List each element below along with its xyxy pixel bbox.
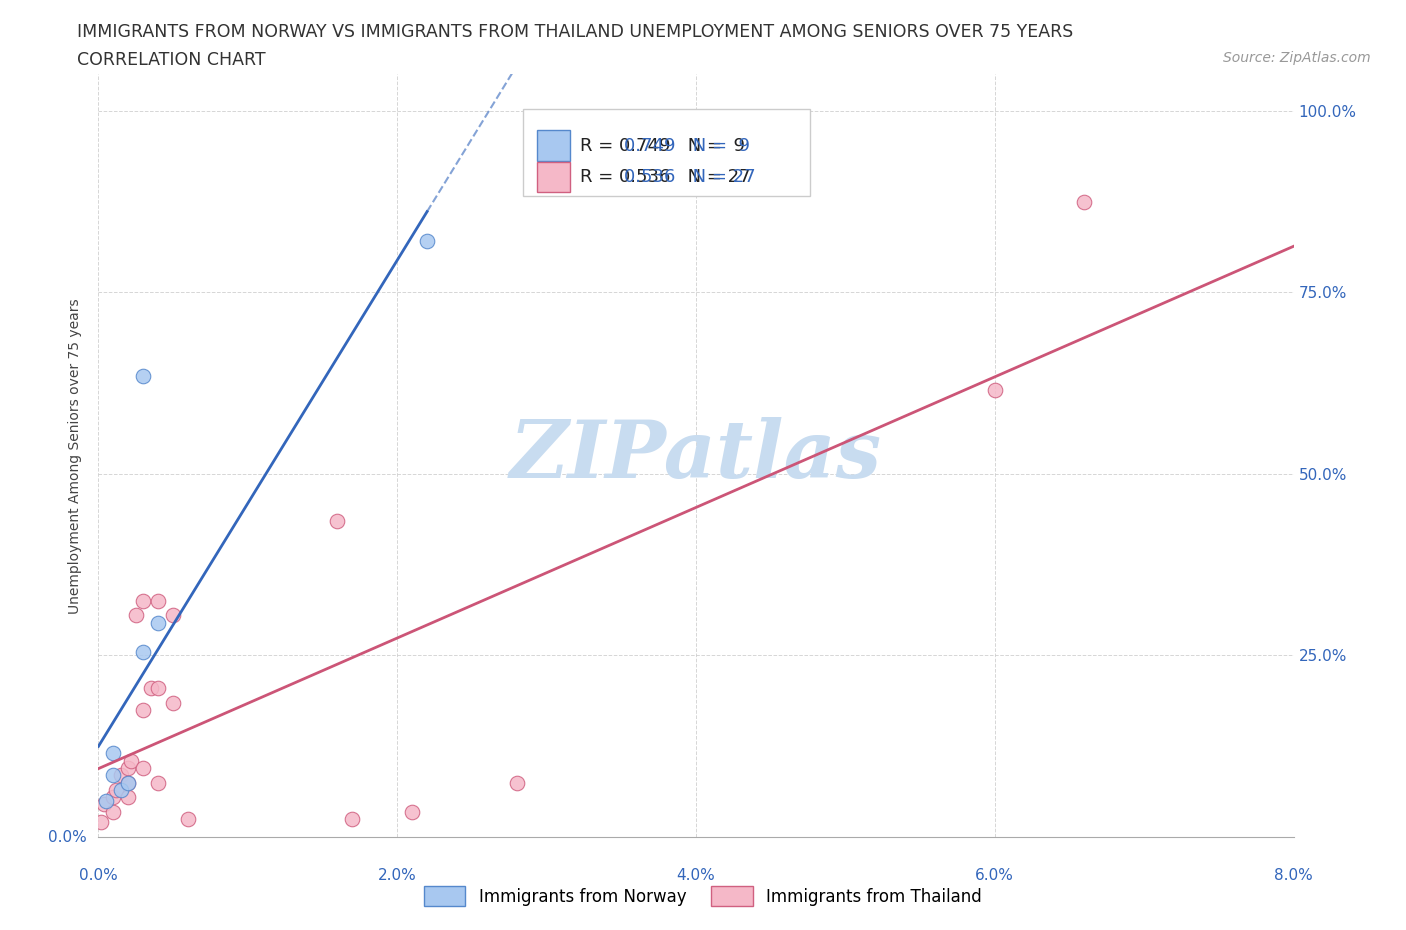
Point <box>110 768 132 783</box>
FancyBboxPatch shape <box>523 109 810 196</box>
Text: 0.0%: 0.0% <box>48 830 87 844</box>
Text: 0.749   N =  9: 0.749 N = 9 <box>624 137 751 154</box>
Point <box>162 608 184 623</box>
Text: IMMIGRANTS FROM NORWAY VS IMMIGRANTS FROM THAILAND UNEMPLOYMENT AMONG SENIORS OV: IMMIGRANTS FROM NORWAY VS IMMIGRANTS FRO… <box>77 23 1074 41</box>
FancyBboxPatch shape <box>537 162 571 193</box>
Point <box>177 811 200 826</box>
Text: CORRELATION CHART: CORRELATION CHART <box>77 51 266 69</box>
Point <box>120 753 142 768</box>
Text: R = 0.536   N = 27: R = 0.536 N = 27 <box>581 168 751 186</box>
Point <box>148 681 170 696</box>
Point <box>94 793 117 808</box>
Text: 0.536   N = 27: 0.536 N = 27 <box>624 168 756 186</box>
Point <box>103 790 125 804</box>
Point <box>90 815 112 830</box>
Point <box>132 644 155 659</box>
Text: 0.0%: 0.0% <box>79 868 118 883</box>
Point <box>984 383 1007 398</box>
Point <box>117 775 139 790</box>
Point <box>117 761 139 776</box>
Text: 2.0%: 2.0% <box>378 868 416 883</box>
Point <box>132 368 155 383</box>
Point <box>326 513 349 528</box>
Text: ZIPatlas: ZIPatlas <box>510 417 882 495</box>
Point <box>162 696 184 711</box>
Point <box>117 790 139 804</box>
Point <box>110 782 132 797</box>
Text: 8.0%: 8.0% <box>1274 868 1313 883</box>
Point <box>148 593 170 608</box>
Text: 4.0%: 4.0% <box>676 868 716 883</box>
Point <box>139 681 162 696</box>
Text: 6.0%: 6.0% <box>976 868 1014 883</box>
Point <box>506 775 529 790</box>
Legend: Immigrants from Norway, Immigrants from Thailand: Immigrants from Norway, Immigrants from … <box>418 880 988 912</box>
Point <box>342 811 364 826</box>
Point <box>132 761 155 776</box>
Point <box>148 775 170 790</box>
Y-axis label: Unemployment Among Seniors over 75 years: Unemployment Among Seniors over 75 years <box>69 298 83 614</box>
Point <box>416 234 439 249</box>
Point <box>103 768 125 783</box>
Point <box>132 702 155 717</box>
Point <box>132 593 155 608</box>
Point <box>148 616 170 631</box>
FancyBboxPatch shape <box>537 130 571 161</box>
Point <box>93 797 115 812</box>
Point <box>1073 194 1095 209</box>
Text: R = 0.749   N =  9: R = 0.749 N = 9 <box>581 137 745 154</box>
Point <box>401 804 423 819</box>
Text: Source: ZipAtlas.com: Source: ZipAtlas.com <box>1223 51 1371 65</box>
Point <box>117 775 139 790</box>
Point <box>105 782 128 797</box>
Point <box>103 746 125 761</box>
Point <box>103 804 125 819</box>
Point <box>125 608 148 623</box>
